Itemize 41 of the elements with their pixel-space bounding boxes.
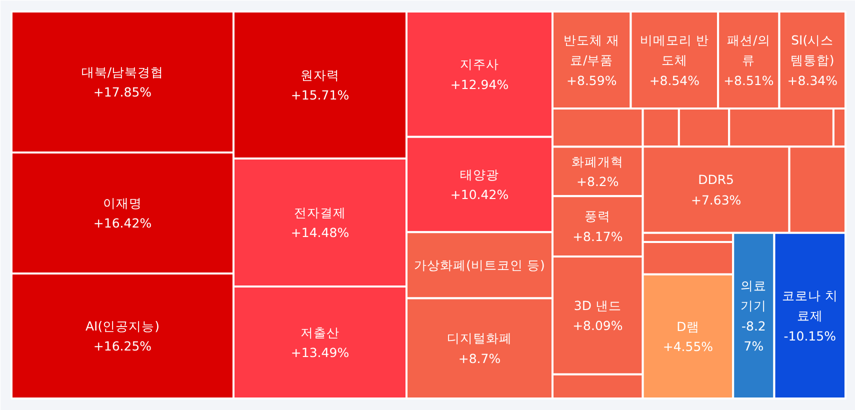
category-label: 풍력 bbox=[584, 208, 611, 224]
data-label: +13.49% bbox=[290, 345, 350, 360]
category-label: DDR5 bbox=[698, 172, 734, 188]
data-label: +16.25% bbox=[93, 338, 152, 354]
category-label: 가상화폐(비트코인 등) bbox=[414, 258, 545, 273]
category-label: 코로나 치료제 bbox=[782, 288, 838, 324]
data-label: +14.48% bbox=[290, 225, 350, 240]
category-label: 화폐개혁 bbox=[572, 154, 624, 169]
data-label: +8.17% bbox=[572, 228, 623, 244]
data-label: +16.42% bbox=[93, 216, 152, 231]
category-label: AI(인공지능) bbox=[86, 318, 160, 334]
category-label: 패션/의류 bbox=[727, 32, 770, 68]
data-label: +15.71% bbox=[290, 88, 350, 103]
category-label: 전자결제 bbox=[294, 204, 346, 220]
data-label: +8.59% bbox=[566, 72, 617, 88]
data-label: +4.55% bbox=[662, 339, 714, 354]
category-label: 비메모리 반도체 bbox=[640, 32, 709, 68]
data-label: +8.7% bbox=[458, 350, 501, 366]
data-label: -10.15% bbox=[784, 328, 836, 344]
category-label: 디지털화폐 bbox=[447, 330, 512, 346]
category-label: 저출산 bbox=[300, 324, 340, 340]
category-label: 반도체 재료/부품 bbox=[564, 32, 620, 68]
data-label: +10.42% bbox=[450, 187, 509, 202]
data-label: +17.85% bbox=[93, 84, 152, 100]
category-label: 대북/남북경협 bbox=[81, 64, 164, 80]
category-label: 태양광 bbox=[460, 166, 499, 182]
data-label: +7.63% bbox=[690, 192, 742, 208]
data-label: +8.2% bbox=[576, 174, 619, 190]
data-label: +8.51% bbox=[724, 72, 774, 88]
category-label: 의료기기 bbox=[740, 278, 767, 314]
data-label: +8.09% bbox=[572, 318, 623, 334]
category-label: D램 bbox=[676, 318, 700, 334]
data-label: -8.27% bbox=[741, 318, 766, 354]
category-label: SI(시스템통합) bbox=[790, 32, 834, 68]
data-label: +8.54% bbox=[649, 72, 700, 88]
data-label: +8.34% bbox=[787, 72, 838, 88]
category-label: 원자력 bbox=[300, 67, 340, 82]
category-label: 이재명 bbox=[103, 195, 142, 210]
category-label: 지주사 bbox=[460, 56, 499, 72]
data-label: +12.94% bbox=[450, 76, 509, 92]
category-label: 3D 낸드 bbox=[574, 298, 622, 313]
